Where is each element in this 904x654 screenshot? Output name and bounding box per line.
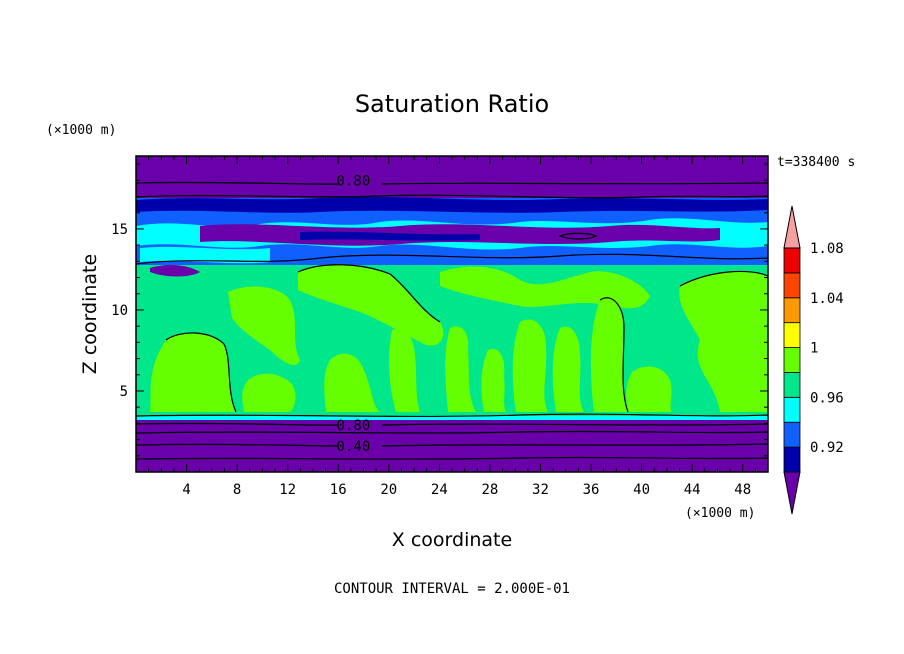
green-cell-l — [552, 326, 584, 412]
x-tick-label: 28 — [481, 482, 498, 498]
colorbar-swatch — [783, 421, 801, 448]
green-cell-d — [228, 286, 300, 366]
green-cell-h — [389, 328, 420, 412]
colorbar-swatch — [783, 297, 801, 324]
colorbar-label: 0.96 — [810, 390, 844, 406]
y-unit-label: (×1000 m) — [46, 123, 116, 138]
chart-title: Saturation Ratio — [355, 90, 549, 118]
contour-label-layer: 0.80 0.80 0.40 — [337, 173, 371, 455]
x-unit-label: (×1000 m) — [685, 506, 755, 521]
colorbar: 1.08 1.04 1 0.96 0.92 — [783, 205, 844, 515]
colorbar-swatch — [783, 322, 801, 348]
green-cell-i — [445, 326, 476, 412]
colorbar-swatch — [783, 247, 801, 274]
green-cell-g — [324, 353, 380, 412]
x-axis: 4 8 12 16 20 24 28 32 36 40 44 48 — [148, 156, 756, 498]
x-tick-label: 24 — [431, 482, 448, 498]
contour-label: 0.80 — [337, 418, 371, 434]
x-tick-label: 32 — [532, 482, 549, 498]
green-cell-m — [590, 297, 628, 412]
colorbar-label: 1.04 — [810, 291, 844, 307]
green-cell-k — [512, 319, 548, 412]
x-tick-label: 8 — [233, 482, 241, 498]
upper-dark-streak — [300, 231, 480, 241]
green-cell-a — [298, 264, 444, 346]
x-tick-label: 16 — [330, 482, 347, 498]
purple-pocket — [150, 265, 200, 277]
x-tick-label: 40 — [633, 482, 650, 498]
colorbar-max-triangle — [783, 205, 801, 249]
green-cell-e — [150, 332, 236, 412]
y-tick-label: 10 — [111, 303, 128, 319]
y-tick-label: 15 — [111, 222, 128, 238]
colorbar-swatch — [783, 372, 801, 398]
contour-label: 0.80 — [337, 173, 371, 189]
contour-label: 0.40 — [337, 439, 371, 455]
y-axis: 5 10 15 — [111, 163, 768, 457]
green-cell-f — [242, 373, 296, 412]
green-cell-c — [679, 271, 768, 412]
green-cell-b — [440, 266, 650, 309]
colorbar-swatch — [783, 396, 801, 423]
colorbar-label: 1.08 — [810, 241, 844, 257]
contour-interval-note: CONTOUR INTERVAL = 2.000E-01 — [334, 581, 570, 597]
y-axis-label: Z coordinate — [79, 254, 101, 374]
time-label: t=338400 s — [777, 155, 855, 170]
colorbar-swatch — [783, 446, 801, 473]
y-tick-label: 5 — [120, 384, 128, 400]
colorbar-label: 1 — [810, 341, 818, 357]
green-cell-j — [481, 348, 506, 412]
x-tick-label: 12 — [279, 482, 296, 498]
x-tick-label: 36 — [583, 482, 600, 498]
colorbar-swatch — [783, 347, 801, 373]
colorbar-swatch — [783, 272, 801, 299]
colorbar-label: 0.92 — [810, 440, 844, 456]
contour-field: 0.80 0.80 0.40 — [136, 156, 768, 472]
contour-lines — [136, 181, 768, 460]
x-tick-label: 4 — [182, 482, 190, 498]
x-tick-label: 44 — [684, 482, 701, 498]
cyan-patch — [140, 246, 270, 264]
x-axis-label: X coordinate — [392, 529, 512, 551]
upper-dark-blue-band — [136, 196, 768, 213]
x-tick-label: 20 — [380, 482, 397, 498]
green-cell-n — [626, 366, 672, 412]
x-tick-label: 48 — [734, 482, 751, 498]
boundary-cyan-band — [136, 416, 768, 420]
colorbar-min-triangle — [783, 471, 801, 515]
